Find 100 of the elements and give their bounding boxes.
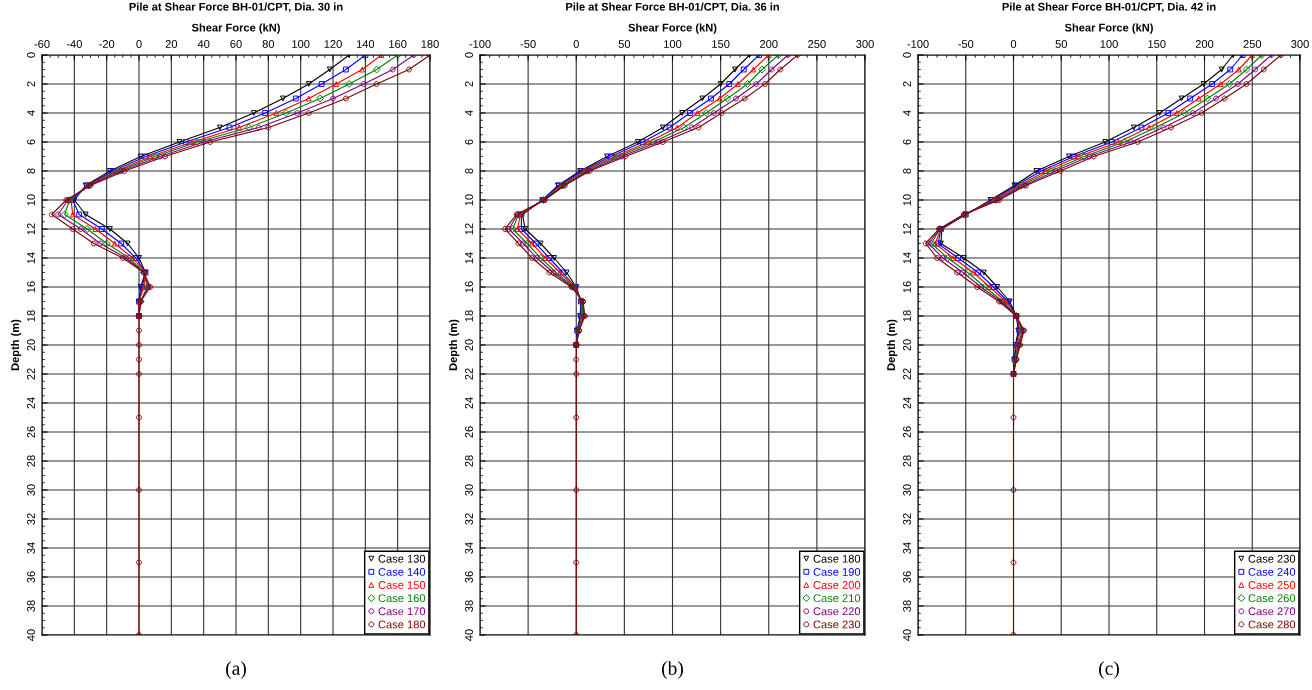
y-tick-label: 4 xyxy=(465,110,473,116)
legend-label: Case 260 xyxy=(1248,594,1296,603)
legend-label: Case 160 xyxy=(378,594,426,603)
x-tick-label: -100 xyxy=(469,40,491,48)
x-tick-label: 150 xyxy=(712,40,730,48)
y-tick-label: 8 xyxy=(27,168,35,174)
text: (c) xyxy=(1099,661,1119,679)
y-tick-label: 22 xyxy=(27,368,35,380)
y-tick-label: 16 xyxy=(903,281,911,293)
y-tick-label: 0 xyxy=(465,52,473,58)
x-tick-label: -100 xyxy=(907,40,929,48)
y-tick-label: 38 xyxy=(903,600,911,612)
y-tick-label: 10 xyxy=(903,194,911,206)
y-tick-label: 26 xyxy=(465,426,473,438)
y-tick-label: 38 xyxy=(465,600,473,612)
x-tick-label: 180 xyxy=(421,40,439,48)
legend-label: Case 200 xyxy=(813,581,861,589)
y-tick-label: 20 xyxy=(903,339,911,351)
legend-label: Case 140 xyxy=(378,567,426,576)
y-tick-label: 32 xyxy=(27,513,35,525)
x-axis-title: Shear Force (kN) xyxy=(628,23,717,34)
legend-label: Case 180 xyxy=(813,554,861,563)
y-tick-label: 14 xyxy=(465,252,473,264)
text: (b) xyxy=(662,661,683,679)
y-tick-label: 24 xyxy=(465,397,473,409)
y-tick-label: 24 xyxy=(903,397,911,409)
x-tick-label: 40 xyxy=(197,40,210,48)
y-tick-label: 30 xyxy=(465,484,473,496)
x-tick-label: -20 xyxy=(99,40,115,48)
y-tick-label: 32 xyxy=(465,513,473,525)
y-tick-label: 34 xyxy=(903,542,911,554)
y-tick-label: 6 xyxy=(465,139,473,145)
y-tick-label: 26 xyxy=(903,426,911,438)
x-axis-title: Shear Force (kN) xyxy=(191,23,280,34)
x-tick-label: 60 xyxy=(230,40,242,48)
y-tick-label: 18 xyxy=(465,310,473,322)
x-tick-label: 300 xyxy=(1291,40,1309,48)
x-axis-title: Shear Force (kN) xyxy=(1064,23,1153,34)
y-axis-title: Depth (m) xyxy=(10,319,22,371)
y-tick-label: 12 xyxy=(903,223,911,235)
legend-label: Case 280 xyxy=(1248,620,1296,629)
x-tick-label: 50 xyxy=(618,40,631,48)
x-tick-label: 0 xyxy=(573,40,579,48)
y-tick-label: 4 xyxy=(903,110,911,116)
y-tick-label: 24 xyxy=(27,397,35,409)
x-tick-label: -50 xyxy=(520,40,536,48)
y-tick-label: 16 xyxy=(27,281,35,293)
x-tick-label: 250 xyxy=(1243,40,1262,48)
legend-label: Case 230 xyxy=(1248,554,1296,563)
y-tick-label: 14 xyxy=(903,252,911,264)
x-tick-label: -60 xyxy=(34,40,50,48)
y-tick-label: 36 xyxy=(27,571,35,583)
y-tick-label: 4 xyxy=(27,110,35,116)
y-tick-label: 28 xyxy=(903,455,911,467)
x-tick-label: 160 xyxy=(389,40,407,48)
legend-label: Case 170 xyxy=(378,607,426,616)
y-axis-title: Depth (m) xyxy=(448,319,460,371)
y-tick-label: 18 xyxy=(27,310,35,322)
y-tick-label: 20 xyxy=(465,339,473,351)
y-tick-label: 2 xyxy=(903,81,911,87)
x-tick-label: 20 xyxy=(165,40,178,48)
y-tick-label: 18 xyxy=(903,310,911,322)
y-tick-label: 40 xyxy=(27,629,35,641)
y-tick-label: 32 xyxy=(903,513,911,525)
y-tick-label: 8 xyxy=(465,168,473,174)
y-tick-label: 30 xyxy=(903,484,911,496)
chart-title: Pile at Shear Force BH-01/CPT, Dia. 30 in xyxy=(129,2,343,13)
y-tick-label: 22 xyxy=(903,368,911,380)
x-tick-label: -40 xyxy=(66,40,82,48)
x-tick-label: 50 xyxy=(1055,40,1067,48)
y-tick-label: 12 xyxy=(27,223,35,235)
legend-label: Case 230 xyxy=(813,620,861,629)
legend-label: Case 270 xyxy=(1248,607,1296,616)
y-tick-label: 12 xyxy=(465,223,473,235)
x-tick-label: 150 xyxy=(1148,40,1166,48)
y-tick-label: 34 xyxy=(27,542,35,554)
text: (a) xyxy=(226,661,246,679)
y-tick-label: 14 xyxy=(27,252,35,264)
y-tick-label: 8 xyxy=(903,168,911,174)
legend-label: Case 250 xyxy=(1248,581,1296,589)
y-tick-label: 2 xyxy=(465,81,473,87)
legend-label: Case 190 xyxy=(813,567,861,576)
x-tick-label: 250 xyxy=(808,40,826,48)
x-tick-label: 100 xyxy=(664,40,682,48)
y-tick-label: 34 xyxy=(465,542,473,554)
chart-title: Pile at Shear Force BH-01/CPT, Dia. 42 in xyxy=(1002,2,1216,13)
y-tick-label: 22 xyxy=(465,368,473,380)
y-tick-label: 10 xyxy=(27,194,35,206)
y-tick-label: 0 xyxy=(903,52,911,58)
y-tick-label: 2 xyxy=(27,81,35,87)
legend-label: Case 240 xyxy=(1248,567,1296,576)
legend-label: Case 150 xyxy=(378,581,426,589)
x-tick-label: -50 xyxy=(958,40,974,48)
y-tick-label: 6 xyxy=(27,139,35,145)
y-tick-label: 28 xyxy=(465,455,473,467)
x-tick-label: 140 xyxy=(356,40,375,48)
y-tick-label: 40 xyxy=(903,629,911,641)
y-tick-label: 20 xyxy=(27,339,35,351)
y-tick-label: 36 xyxy=(465,571,473,583)
y-tick-label: 28 xyxy=(27,455,35,467)
